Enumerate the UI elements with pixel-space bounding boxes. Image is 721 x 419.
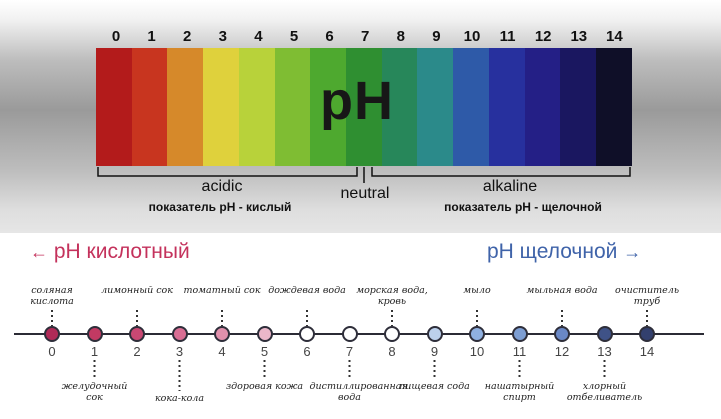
acidic-bracket (97, 167, 358, 177)
example-label-below: нашатырный спирт (484, 381, 555, 403)
right-arrow-icon: → (623, 242, 642, 262)
scale-number: 10 (469, 344, 485, 359)
example-label-above: соляная кислота (30, 285, 74, 307)
acidic-ru-label: показатель pH - кислый (148, 200, 292, 214)
ph-swatch (274, 48, 311, 166)
ph-number-row: 0 1 2 3 4 5 6 7 8 9 10 11 12 13 14 (0, 28, 721, 50)
ph-number: 11 (499, 28, 516, 45)
ph-title: pH (320, 71, 394, 131)
ph-swatch (453, 48, 489, 166)
ph-swatch (346, 48, 382, 166)
ph-number: 7 (361, 28, 370, 45)
scale-point (171, 326, 188, 342)
example-label-above: дождевая вода (268, 285, 346, 296)
scale-number: 9 (430, 344, 439, 359)
scale-point (596, 326, 613, 342)
scale-number: 2 (133, 344, 141, 359)
range-brackets (97, 167, 631, 183)
scale-point (384, 326, 400, 342)
scale-number: 5 (260, 344, 269, 359)
ph-number: 3 (218, 28, 227, 45)
ph-number: 8 (396, 28, 405, 45)
ph-swatch (167, 48, 204, 166)
scale-point (341, 326, 358, 342)
scale-point (299, 326, 315, 342)
ph-swatch (96, 48, 132, 166)
ph-swatch (131, 48, 168, 166)
example-label-below: хлорный отбеливатель (566, 381, 643, 403)
scale-point (86, 326, 103, 342)
alkaline-ru-label: показатель pH - щелочной (444, 200, 602, 214)
scale-point (554, 326, 570, 342)
scale-number: 8 (388, 344, 396, 359)
ph-number: 14 (606, 28, 623, 45)
alkaline-header: pH щелочной → (487, 240, 641, 264)
alkaline-header-text: pH щелочной (487, 240, 618, 263)
ph-number: 4 (254, 28, 263, 45)
ph-color-strip (96, 48, 632, 166)
ph-swatch (381, 48, 418, 166)
neutral-label: neutral (340, 185, 390, 202)
example-label-above: томатный сок (183, 285, 261, 296)
ph-swatch (417, 48, 454, 166)
example-label-above: мыло (463, 285, 491, 296)
scale-point (214, 326, 230, 342)
acid-header-text: pH кислотный (53, 240, 190, 263)
ph-swatch (238, 48, 275, 166)
alkaline-label: alkaline (482, 178, 538, 195)
ph-number: 6 (325, 28, 334, 45)
scale-number: 1 (90, 344, 99, 359)
scale-point (426, 326, 443, 342)
ph-number: 0 (111, 28, 121, 45)
example-label-below: дистиллированная вода (309, 381, 408, 403)
alkaline-bracket (371, 167, 631, 177)
ph-swatch (488, 48, 525, 166)
scale-point (256, 326, 273, 342)
ph-swatch (310, 48, 347, 166)
example-label-below: желудочный сок (61, 381, 128, 403)
acid-header: ← pH кислотный (30, 240, 190, 264)
scale-point (129, 326, 145, 342)
scale-point (639, 326, 655, 342)
example-label-above: лимонный сок (101, 285, 173, 296)
scale-point (44, 326, 60, 342)
scale-number: 3 (175, 344, 184, 359)
ph-swatch (560, 48, 597, 166)
ph-swatch (596, 48, 632, 166)
scale-number: 4 (218, 344, 226, 359)
example-label-above: морская вода, кровь (356, 285, 428, 307)
scale-number: 14 (639, 344, 655, 359)
acidic-label: acidic (201, 178, 243, 195)
ph-number: 13 (570, 28, 588, 45)
example-label-below: здоровая кожа (225, 381, 304, 392)
ph-number: 5 (289, 28, 299, 45)
ph-number: 10 (463, 28, 481, 45)
scale-point (469, 326, 485, 342)
scale-number: 13 (597, 344, 612, 359)
example-label-below: пищевая сода (399, 381, 470, 392)
ph-color-scale-panel: 0 1 2 3 4 5 6 7 8 9 10 11 12 13 14 pH acidic показател… (0, 0, 721, 233)
scale-number: 11 (512, 344, 527, 359)
example-label-above: мыльная вода (526, 285, 598, 296)
ph-number: 2 (183, 28, 192, 45)
ph-swatch (203, 48, 239, 166)
scale-number: 6 (303, 344, 311, 359)
scale-point (511, 326, 528, 342)
example-label-below: кока-кола (154, 393, 205, 404)
scale-number: 7 (345, 344, 354, 359)
scale-number: 0 (48, 344, 56, 359)
ph-number: 12 (534, 28, 552, 45)
scale-number: 12 (554, 344, 570, 359)
ph-number: 1 (147, 28, 156, 45)
left-arrow-icon: ← (30, 242, 48, 262)
example-label-above: очиститель труб (614, 285, 680, 307)
ph-number: 9 (432, 28, 441, 45)
ph-swatch (524, 48, 561, 166)
